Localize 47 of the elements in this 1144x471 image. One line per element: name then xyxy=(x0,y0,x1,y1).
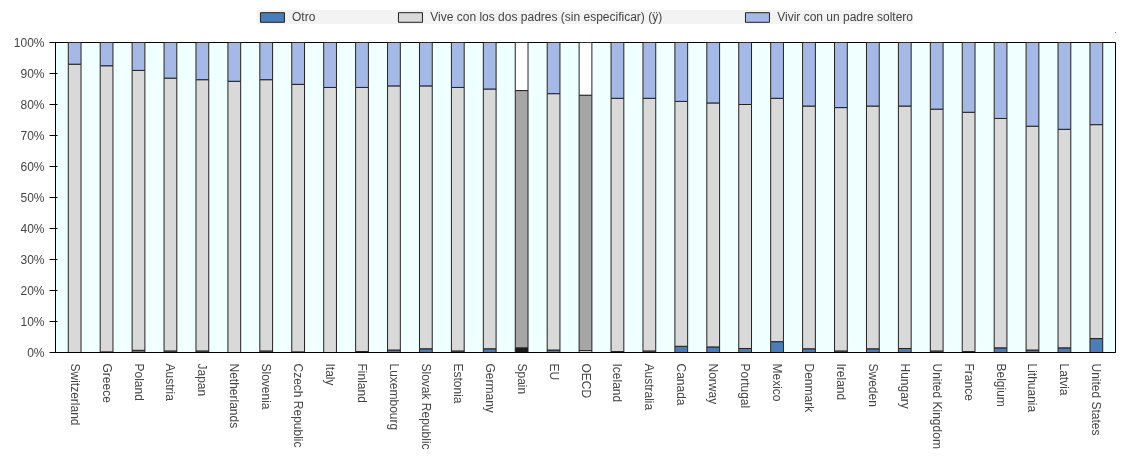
x-tick-label: France xyxy=(961,363,976,402)
x-tick-label: Ireland xyxy=(833,363,848,401)
x-tick-label: Hungary xyxy=(897,363,912,409)
x-tick-label: United Kingdom xyxy=(929,363,944,449)
x-tick-label: Germany xyxy=(482,363,497,413)
x-tick-label: Japan xyxy=(195,363,210,397)
y-tick-label: 20% xyxy=(20,283,45,298)
y-tick-label: 90% xyxy=(20,66,45,81)
y-tick-label: 70% xyxy=(20,128,45,143)
x-tick-label: Italy xyxy=(323,363,338,386)
x-tick-label: Canada xyxy=(674,363,689,406)
y-tick-label: 60% xyxy=(20,159,45,174)
x-tick-label: Czech Republic xyxy=(291,363,306,448)
x-tick-label: Spain xyxy=(514,363,529,395)
x-tick-label: Poland xyxy=(131,363,146,401)
y-tick-label: 100% xyxy=(13,35,45,50)
x-tick-label: Sweden xyxy=(865,363,880,407)
x-tick-label: Slovenia xyxy=(259,363,274,410)
x-tick-label: Belgium xyxy=(993,363,1008,407)
x-tick-label: Luxembourg xyxy=(386,363,401,431)
y-tick-label: 10% xyxy=(20,314,45,329)
x-tick-label: United States xyxy=(1089,363,1104,436)
y-tick-label: 0% xyxy=(27,345,45,360)
x-tick-label: OECD xyxy=(578,363,593,399)
x-tick-label: Portugal xyxy=(738,363,753,409)
x-tick-label: EU xyxy=(546,363,561,381)
x-tick-label: Austria xyxy=(163,363,178,402)
legend-label: Vive con los dos padres (sin especificar) (ÿ) xyxy=(430,10,663,24)
x-tick-label: Slovak Republic xyxy=(418,363,433,450)
x-tick-label: Mexico xyxy=(770,363,785,402)
legend-label: Otro xyxy=(291,10,316,24)
x-tick-label: Netherlands xyxy=(227,363,242,429)
legend-label: Vivir con un padre soltero xyxy=(777,10,914,24)
x-tick-label: Australia xyxy=(642,363,657,411)
x-tick-label: Denmark xyxy=(801,363,816,414)
x-tick-label: Estonia xyxy=(450,363,465,404)
x-tick-label: Finland xyxy=(355,363,370,403)
y-tick-label: 40% xyxy=(20,221,45,236)
x-tick-label: Greece xyxy=(99,363,114,404)
x-tick-label: Switzerland xyxy=(67,363,82,426)
y-tick-label: 80% xyxy=(20,97,45,112)
x-tick-label: Latvia xyxy=(1057,363,1072,396)
x-tick-label: Iceland xyxy=(610,363,625,403)
y-tick-label: 30% xyxy=(20,252,45,267)
x-tick-label: Norway xyxy=(706,363,721,405)
x-tick-label: Lithuania xyxy=(1025,363,1040,413)
y-tick-label: 50% xyxy=(20,190,45,205)
